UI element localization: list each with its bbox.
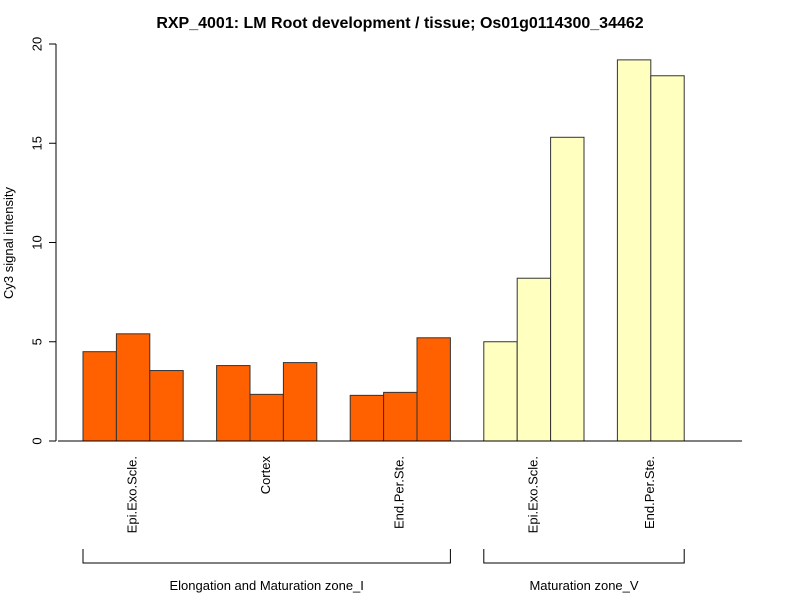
bar (282, 362, 318, 442)
bar (616, 59, 652, 442)
group-bracket (82, 549, 451, 564)
bar (483, 341, 518, 442)
y-tick-label: 15 (29, 136, 44, 150)
y-axis-label: Cy3 signal intensity (1, 187, 16, 299)
chart-title: RXP_4001: LM Root development / tissue; … (156, 15, 643, 32)
group-label: Maturation zone_V (529, 578, 638, 593)
bar (82, 351, 117, 442)
bar (383, 391, 418, 442)
y-axis: 0 5 10 15 20 (29, 37, 57, 445)
bar (650, 75, 685, 442)
category-label: End.Per.Ste. (392, 456, 407, 529)
group-brackets: Elongation and Maturation zone_I Maturati… (82, 549, 685, 593)
bar (216, 365, 251, 442)
y-tick-label: 10 (29, 235, 44, 249)
group-label: Elongation and Maturation zone_I (169, 578, 363, 593)
y-tick-label: 0 (29, 437, 44, 444)
group-bracket (483, 549, 685, 564)
bar (516, 277, 552, 442)
category-label: Epi.Exo.Scle. (525, 456, 540, 533)
y-tick-label: 5 (29, 338, 44, 345)
y-tick-label: 20 (29, 37, 44, 51)
category-label: Cortex (258, 456, 273, 495)
bars (82, 59, 685, 442)
bar (416, 337, 451, 442)
bar (550, 136, 585, 442)
category-label: Epi.Exo.Scle. (125, 456, 140, 533)
bar (115, 333, 151, 442)
category-label: End.Per.Ste. (642, 456, 657, 529)
bar (149, 370, 184, 442)
bar (349, 394, 385, 442)
bar (249, 393, 284, 442)
category-labels: Epi.Exo.Scle. Cortex End.Per.Ste. Epi.Exo.S… (125, 456, 658, 534)
